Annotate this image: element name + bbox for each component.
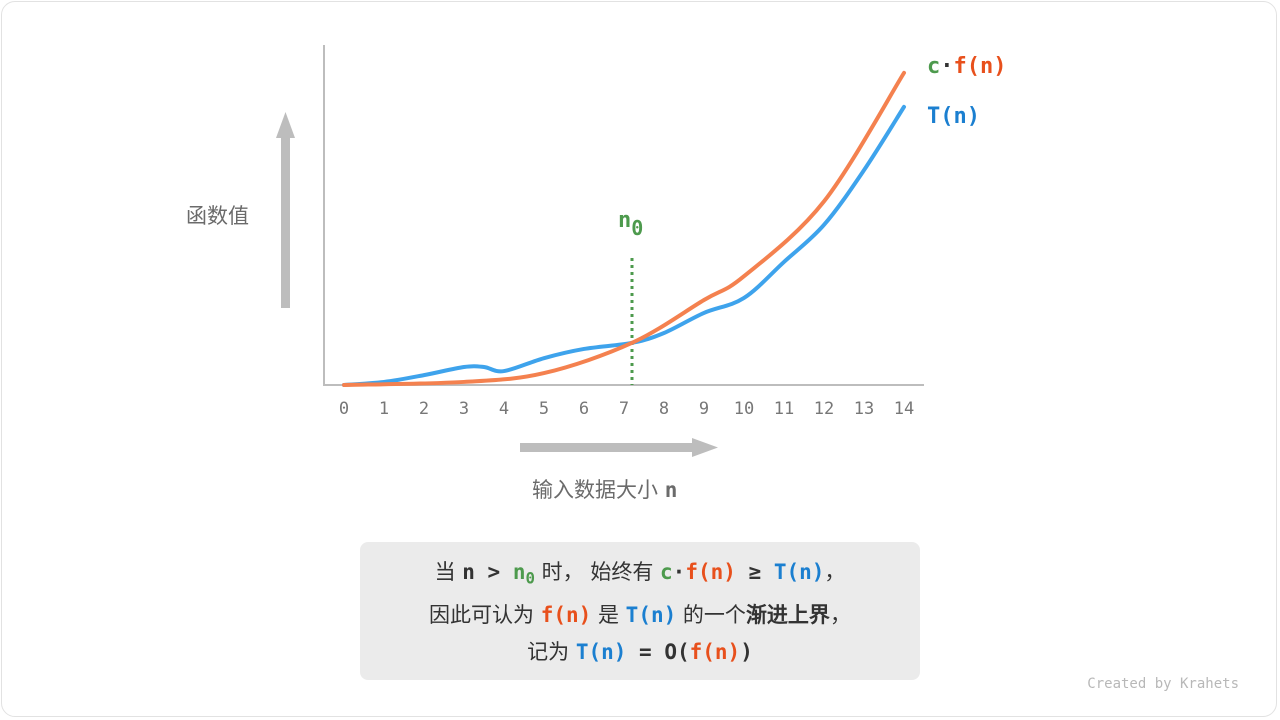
x-tick-label: 10 — [734, 399, 754, 419]
explanation-line-2: 因此可认为 f(n) 是 T(n) 的一个渐进上界， — [429, 602, 851, 627]
y-arrow-icon — [276, 112, 295, 308]
y-axis-label: 函数值 — [186, 204, 249, 228]
x-tick-label: 4 — [499, 399, 509, 419]
credit-text: Created by Krahets — [1087, 676, 1239, 692]
legend-cfn: c·f(n) — [927, 54, 1006, 79]
explanation-line-3: 记为 T(n) = O(f(n)) — [527, 639, 753, 664]
x-axis-label: 输入数据大小 n — [532, 474, 677, 504]
x-tick-label: 8 — [659, 399, 669, 419]
threshold-label: n0 — [618, 208, 643, 240]
x-tick-label: 0 — [339, 399, 349, 419]
explanation-line-1: 当 n > n0 时， 始终有 c·f(n) ≥ T(n)， — [434, 560, 846, 588]
x-tick-label: 5 — [539, 399, 549, 419]
x-tick-label: 2 — [419, 399, 429, 419]
x-arrow-icon — [520, 438, 718, 457]
x-tick-label: 7 — [619, 399, 629, 419]
series-tn-line — [342, 104, 906, 387]
explanation-box: 当 n > n0 时， 始终有 c·f(n) ≥ T(n)， 因此可认为 f(n… — [360, 542, 920, 680]
x-tick-label: 6 — [579, 399, 589, 419]
x-tick-label: 9 — [699, 399, 709, 419]
x-axis-label-text: 输入数据大小 — [532, 478, 658, 502]
x-tick-label: 11 — [774, 399, 794, 419]
series-cfn-line — [342, 70, 906, 387]
x-tick-label: 12 — [814, 399, 834, 419]
x-tick-label: 14 — [894, 399, 914, 419]
x-axis-var: n — [664, 478, 678, 502]
x-tick-label: 3 — [459, 399, 469, 419]
x-tick-label: 1 — [379, 399, 389, 419]
legend-tn: T(n) — [927, 104, 980, 129]
x-tick-label: 13 — [854, 399, 874, 419]
